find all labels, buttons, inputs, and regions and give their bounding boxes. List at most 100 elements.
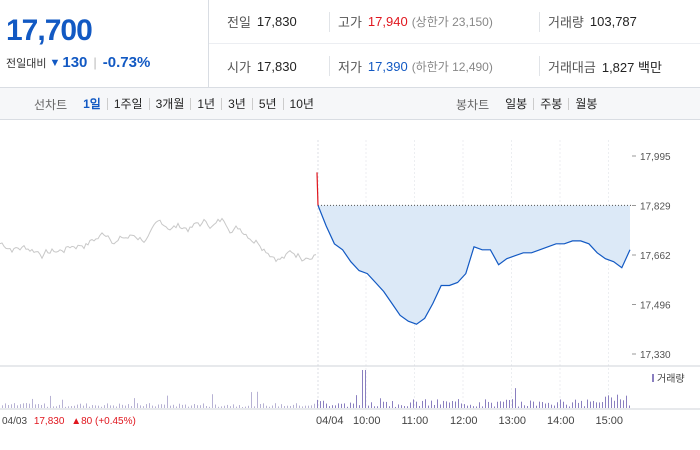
volume-bar: [101, 406, 102, 408]
volume-bar: [464, 404, 465, 408]
volume-bar: [245, 406, 246, 408]
volume-bar: [596, 402, 597, 408]
stats-panel: 전일 17,830 고가 17,940 (상한가 23,150) 거래량 103…: [209, 0, 700, 88]
tab-daily-candle[interactable]: 일봉: [505, 97, 528, 111]
volume-bar: [95, 405, 96, 408]
volume-bar: [491, 402, 492, 408]
volume-bar: [122, 404, 123, 408]
volume-bar: [347, 406, 348, 408]
volume-bar: [281, 404, 282, 408]
volume-bar: [542, 402, 543, 408]
x-tick-label: 15:00: [596, 415, 624, 427]
stat-value: 17,390: [367, 58, 408, 74]
volume-bar: [605, 396, 606, 408]
tab-5year[interactable]: 5년: [251, 98, 283, 110]
volume-bar: [167, 395, 168, 408]
stat-volume: 거래량 103,787: [539, 11, 637, 32]
y-tick-label: 17,662: [640, 251, 671, 262]
vertical-gridlines: [317, 140, 609, 409]
volume-bar: [494, 406, 495, 408]
volume-bar: [26, 403, 27, 408]
tab-monthly-candle[interactable]: 월봉: [568, 98, 603, 110]
volume-bar: [344, 403, 345, 408]
change-amount: 130: [62, 54, 88, 71]
prev-day-change: ▲80 (+0.45%): [71, 416, 136, 427]
stat-prev-close: 전일 17,830: [227, 12, 297, 32]
change-label: 전일대비: [6, 57, 47, 70]
volume-bar: [242, 406, 243, 408]
stat-high: 고가 17,940 (상한가 23,150): [329, 11, 493, 32]
y-tick-label: 17,330: [640, 350, 671, 361]
volume-bar: [80, 403, 81, 408]
volume-bar: [248, 405, 249, 408]
volume-bar: [365, 370, 366, 408]
volume-bar: [302, 406, 303, 408]
volume-bar: [113, 405, 114, 408]
x-tick-label: 12:00: [450, 415, 478, 427]
volume-bar: [410, 402, 411, 408]
volume-bar: [473, 406, 474, 408]
volume-bar: [299, 405, 300, 408]
volume-bar: [62, 399, 63, 408]
opening-spike: [316, 172, 319, 206]
volume-bar: [107, 403, 108, 408]
volume-bar: [269, 406, 270, 408]
volume-bar: [539, 401, 540, 408]
volume-bar: [20, 404, 21, 408]
volume-bar: [329, 406, 330, 408]
volume-legend-swatch: [652, 374, 654, 382]
volume-bar: [509, 400, 510, 408]
volume-bar: [65, 406, 66, 408]
volume-bar: [140, 405, 141, 408]
volume-bar: [149, 403, 150, 408]
volume-bar: [197, 405, 198, 408]
stat-value: 17,940: [367, 14, 408, 29]
volume-bar: [200, 405, 201, 408]
tab-1day[interactable]: 1일: [83, 97, 101, 111]
stat-label: 저가: [338, 59, 362, 75]
volume-bar: [425, 399, 426, 408]
volume-bar: [437, 399, 438, 408]
volume-bar: [368, 405, 369, 408]
volume-bar: [290, 405, 291, 408]
volume-bar: [251, 392, 252, 408]
tab-10year[interactable]: 10년: [282, 98, 320, 110]
volume-bar: [455, 401, 456, 408]
price-chart[interactable]: 17,995 17,829 17,662 17,496 17,330 거래량 04/04…: [0, 120, 700, 450]
tab-3month[interactable]: 3개월: [148, 98, 191, 110]
volume-bars: [2, 370, 630, 408]
volume-bar: [32, 398, 33, 408]
stat-open: 시가 17,830: [227, 56, 297, 76]
volume-bar: [590, 401, 591, 408]
volume-bar: [287, 405, 288, 408]
volume-bar: [551, 404, 552, 408]
tab-3year[interactable]: 3년: [221, 98, 252, 110]
volume-bar: [353, 403, 354, 408]
stat-value: 103,787: [589, 14, 637, 29]
volume-bar: [59, 404, 60, 408]
volume-bar: [275, 403, 276, 408]
volume-bar: [284, 406, 285, 408]
volume-bar: [50, 395, 51, 408]
volume-bar: [506, 399, 507, 408]
volume-bar: [158, 404, 159, 408]
volume-bar: [467, 405, 468, 408]
prev-day-date: 04/03: [2, 416, 27, 427]
volume-bar: [293, 404, 294, 408]
tab-weekly-candle[interactable]: 주봉: [533, 98, 568, 110]
today-fill-area: [318, 205, 630, 325]
volume-bar: [515, 388, 516, 408]
tab-1year[interactable]: 1년: [190, 98, 221, 110]
volume-bar: [602, 402, 603, 408]
change-row: 전일대비 ▼ 130 | -0.73%: [6, 54, 150, 71]
volume-bar: [569, 406, 570, 408]
tab-1week[interactable]: 1주일: [106, 98, 149, 110]
volume-bar: [476, 406, 477, 408]
volume-bar: [629, 405, 630, 408]
volume-bar: [185, 404, 186, 408]
volume-bar: [536, 405, 537, 408]
volume-bar: [548, 402, 549, 408]
volume-bar: [398, 404, 399, 408]
line-chart-tabs: 선차트 1일 1주일 3개월 1년 3년 5년 10년: [34, 88, 320, 120]
volume-bar: [374, 406, 375, 408]
